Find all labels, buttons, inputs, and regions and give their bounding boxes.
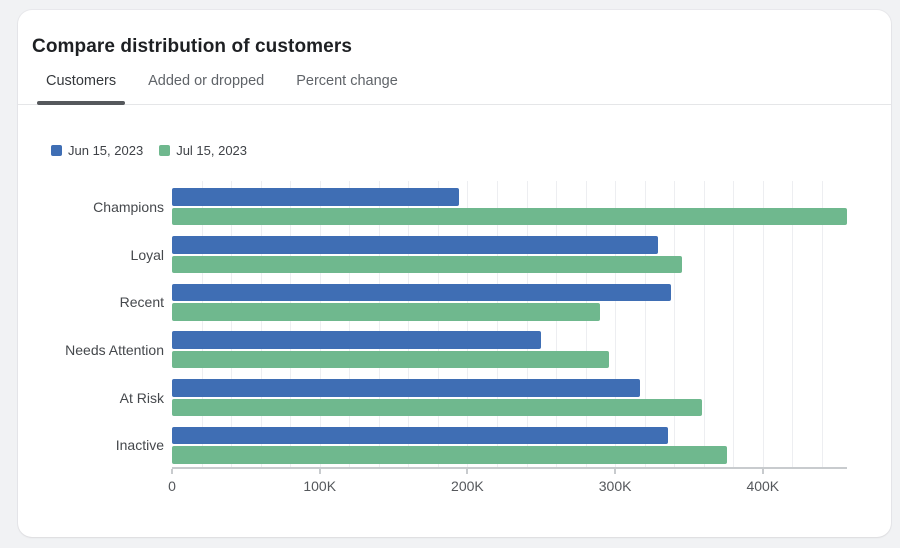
- gridline: [792, 181, 794, 467]
- x-axis-label: 100K: [303, 478, 337, 494]
- gridline: [733, 181, 735, 467]
- gridline: [260, 181, 262, 467]
- x-axis-tick: [318, 469, 321, 474]
- gridline: [437, 181, 439, 467]
- gridline: [585, 181, 587, 467]
- bar-champions-jun-15-2023[interactable]: [172, 188, 459, 206]
- y-axis-label-at-risk: At Risk: [119, 389, 164, 406]
- chart-legend: Jun 15, 2023 Jul 15, 2023: [51, 143, 891, 158]
- gridline: [674, 181, 676, 467]
- bar-needs-attention-jun-15-2023[interactable]: [172, 331, 542, 349]
- legend-label: Jun 15, 2023: [68, 143, 144, 158]
- page-title: Compare distribution of customers: [32, 36, 353, 57]
- x-axis-tick: [614, 469, 617, 474]
- legend-item-jul-15-2023: Jul 15, 2023: [159, 143, 247, 158]
- bar-champions-jul-15-2023[interactable]: [172, 207, 847, 226]
- y-axis-label-inactive: Inactive: [115, 437, 164, 454]
- bar-loyal-jul-15-2023[interactable]: [172, 255, 682, 273]
- x-axis-label: 400K: [746, 478, 780, 494]
- bar-inactive-jul-15-2023[interactable]: [172, 446, 728, 464]
- x-axis-label: 0: [168, 478, 176, 494]
- tab-customers[interactable]: Customers: [37, 58, 126, 105]
- gridline: [408, 181, 410, 467]
- chart-card: Compare distribution of customers Custom…: [18, 10, 891, 537]
- legend-label: Jul 15, 2023: [176, 143, 248, 158]
- bar-chart: Champions Loyal Recent Needs Attention At Ri…: [18, 181, 891, 501]
- gridline: [349, 181, 351, 467]
- gridline: [762, 181, 764, 467]
- y-axis-label-needs-attention: Needs Attention: [65, 341, 164, 358]
- gridline: [201, 181, 203, 467]
- legend-item-jun-15-2023: Jun 15, 2023: [51, 143, 143, 158]
- x-axis-tick: [171, 469, 173, 474]
- gridline: [496, 181, 498, 467]
- bar-at-risk-jul-15-2023[interactable]: [172, 398, 703, 416]
- bar-recent-jun-15-2023[interactable]: [172, 283, 672, 302]
- legend-swatch-icon: [159, 145, 171, 156]
- bar-loyal-jun-15-2023[interactable]: [172, 236, 658, 254]
- tab-added-or-dropped[interactable]: Added or dropped: [148, 73, 265, 89]
- gridline: [378, 181, 380, 467]
- gridline: [703, 181, 705, 467]
- y-axis-label-loyal: Loyal: [130, 246, 164, 263]
- plot-area: 0 100K 200K 300K 400K: [168, 181, 847, 494]
- gridline: [615, 181, 617, 467]
- bar-at-risk-jun-15-2023[interactable]: [172, 379, 641, 397]
- gridline: [467, 181, 469, 467]
- x-axis-tick: [466, 469, 469, 474]
- y-axis-label-champions: Champions: [93, 198, 164, 215]
- legend-swatch-icon: [51, 145, 62, 156]
- tabs: Customers Added or dropped Percent change: [37, 58, 891, 105]
- bar-inactive-jun-15-2023[interactable]: [172, 426, 669, 445]
- bar-recent-jul-15-2023[interactable]: [172, 303, 601, 321]
- gridline: [231, 181, 233, 467]
- x-axis-label: 200K: [451, 478, 484, 494]
- gridline: [556, 181, 557, 467]
- gridline: [319, 181, 321, 467]
- gridline: [290, 181, 292, 467]
- gridline: [821, 181, 823, 467]
- x-axis-label: 300K: [598, 478, 632, 494]
- tabs-row: Customers Added or dropped Percent change: [18, 58, 891, 105]
- card-header: Compare distribution of customers: [18, 10, 891, 58]
- gridline: [526, 181, 528, 467]
- tab-percent-change[interactable]: Percent change: [296, 73, 398, 89]
- y-axis-label-recent: Recent: [119, 294, 164, 311]
- gridline: [644, 181, 646, 467]
- x-axis-tick: [761, 469, 764, 474]
- bar-needs-attention-jul-15-2023[interactable]: [172, 350, 610, 369]
